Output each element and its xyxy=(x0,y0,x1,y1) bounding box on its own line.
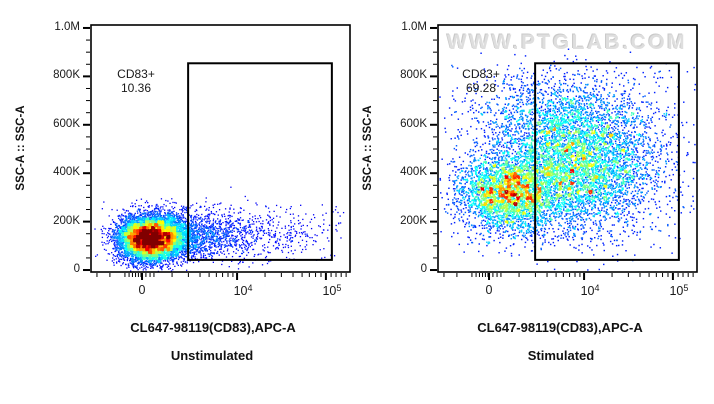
gate-name: CD83+ xyxy=(117,67,155,81)
plot-subtitle-stimulated: Stimulated xyxy=(527,348,595,363)
y-tick-label: 0 xyxy=(73,263,80,276)
x-tick-label: 105 xyxy=(322,283,342,298)
gate-percent: 69.28 xyxy=(465,81,497,95)
gate-name: CD83+ xyxy=(462,67,500,81)
x-axis-label-stimulated: CL647-98119(CD83),APC-A xyxy=(477,320,643,335)
x-axis-label-unstimulated: CL647-98119(CD83),APC-A xyxy=(130,320,296,335)
x-tick-label: 104 xyxy=(233,283,253,298)
y-tick-label: 600K xyxy=(53,117,80,130)
gate-percent: 10.36 xyxy=(120,81,152,95)
y-tick-label: 0 xyxy=(420,263,427,276)
y-axis-label-unstimulated: SSC-A :: SSC-A xyxy=(15,105,27,191)
y-tick-label: 400K xyxy=(400,166,427,179)
y-tick-label: 200K xyxy=(53,214,80,227)
y-tick-label: 200K xyxy=(400,214,427,227)
gate-label-stimulated: CD83+ 69.28 xyxy=(462,67,500,95)
gate-label-unstimulated: CD83+ 10.36 xyxy=(117,67,155,95)
x-tick-label: 105 xyxy=(669,283,689,298)
x-tick-label: 0 xyxy=(485,283,493,297)
y-tick-label: 400K xyxy=(53,166,80,179)
y-tick-label: 1.0M xyxy=(54,20,80,33)
plot-subtitle-unstimulated: Unstimulated xyxy=(170,348,254,363)
y-axis-label-stimulated: SSC-A :: SSC-A xyxy=(362,105,374,191)
x-tick-label: 104 xyxy=(580,283,600,298)
y-tick-label: 800K xyxy=(53,69,80,82)
x-tick-label: 0 xyxy=(138,283,146,297)
y-tick-label: 800K xyxy=(400,69,427,82)
y-tick-label: 1.0M xyxy=(401,20,427,33)
y-tick-label: 600K xyxy=(400,117,427,130)
